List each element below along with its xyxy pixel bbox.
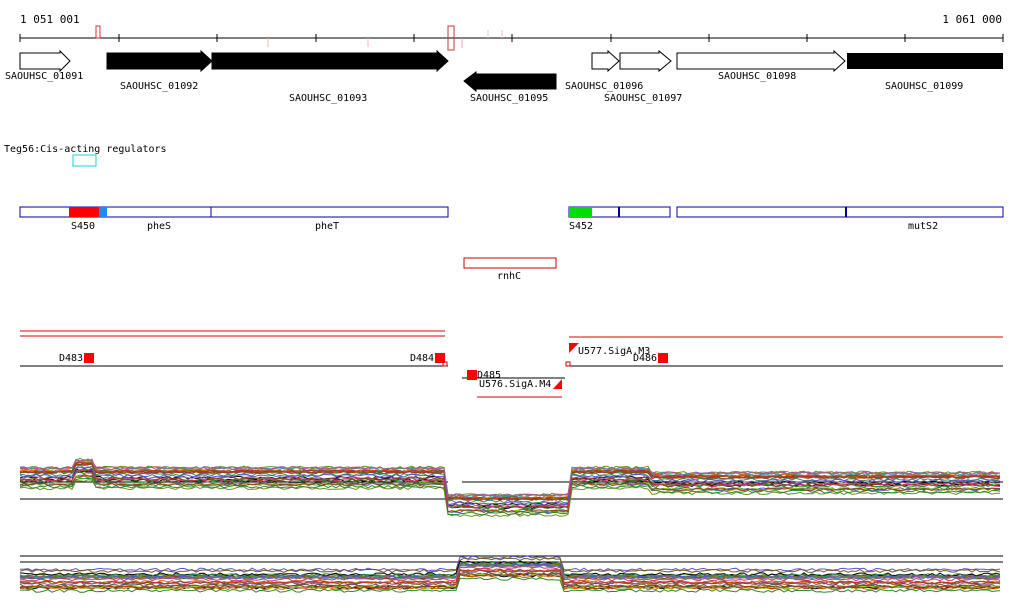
segment-s450-edge: [99, 207, 107, 217]
segment-s452-fill[interactable]: [569, 207, 592, 217]
gene-arrow-01096[interactable]: [591, 49, 620, 73]
segment-label-phet: pheT: [315, 221, 339, 232]
segment-label-muts2: mutS2: [908, 221, 938, 232]
gene-label-01099: SAOUHSC_01099: [885, 81, 963, 92]
gene-label-01093: SAOUHSC_01093: [289, 93, 367, 104]
gene-arrow-01091[interactable]: [19, 49, 71, 73]
ruler-end-label: 1 061 000: [942, 13, 1002, 26]
rnh-label: rnhC: [497, 271, 521, 282]
promoter-u577-flag[interactable]: [569, 343, 579, 353]
reverse-expression-trace: [19, 573, 1001, 590]
forward-expression-trace: [19, 458, 1001, 498]
forward-expression-trace: [19, 466, 1001, 505]
forward-expression-trace: [19, 479, 1000, 518]
gene-arrow-01098[interactable]: [676, 49, 846, 73]
segment-label-s450: S450: [71, 221, 95, 232]
gene-arrow-01092[interactable]: [106, 49, 213, 73]
promoter-d483-label: D483: [59, 353, 83, 364]
gene-label-01096: SAOUHSC_01096: [565, 81, 643, 92]
coordinate-ruler: 1 051 001 1 061 000: [19, 13, 1004, 51]
reverse-expression-trace: [19, 568, 1001, 585]
regulator-box[interactable]: [72, 154, 97, 167]
segment-bar-right[interactable]: [676, 206, 1004, 218]
gene-arrow-01097[interactable]: [619, 49, 672, 73]
reverse-expression-trace: [19, 576, 1001, 593]
gene-label-01098: SAOUHSC_01098: [718, 71, 796, 82]
promoter-u576-flag[interactable]: [553, 379, 562, 389]
promoter-d485-label: D485: [477, 370, 501, 381]
gene-label-01092: SAOUHSC_01092: [120, 81, 198, 92]
promoter-u577-tick: [565, 361, 571, 367]
ruler-ticks: [19, 34, 1004, 42]
promoter-u577-label: U577.SigA.M3: [578, 346, 650, 357]
reverse-expression-trace: [19, 567, 1001, 585]
promoter-d486-label: D486: [633, 353, 657, 364]
gene-track: SAOUHSC_01091 SAOUHSC_01092 SAOUHSC_0109…: [5, 49, 1003, 104]
forward-expression-trace: [19, 461, 1001, 501]
gene-arrow-01095[interactable]: [463, 71, 557, 93]
promoter-u576-label: U576.SigA.M4: [479, 379, 551, 390]
reverse-expression-trace: [19, 572, 1001, 589]
forward-expression-trace: [19, 469, 1000, 510]
expression-track-forward: [19, 457, 1003, 518]
promoter-d484-box[interactable]: [435, 353, 445, 363]
gene-arrow-01099[interactable]: [847, 53, 1003, 69]
reverse-expression-trace: [19, 557, 1001, 573]
expression-track-reverse: [19, 555, 1003, 593]
promoter-d484-label: D484: [410, 353, 434, 364]
forward-expression-trace: [19, 467, 1001, 508]
regulator-track: Teg56:Cis-acting regulators: [4, 144, 167, 167]
regulator-label: Teg56:Cis-acting regulators: [4, 144, 167, 155]
promoter-track: D483 D484 D485 U576.SigA.M4 U577.SigA.M3…: [20, 330, 1003, 398]
gene-label-01091: SAOUHSC_01091: [5, 71, 83, 82]
ruler-start-label: 1 051 001: [20, 13, 80, 26]
forward-expression-trace: [19, 477, 1001, 516]
segment-s450-fill[interactable]: [69, 207, 99, 217]
promoter-d485-box[interactable]: [467, 370, 477, 380]
rnh-box[interactable]: [463, 257, 557, 269]
gene-label-01095: SAOUHSC_01095: [470, 93, 548, 104]
reverse-expression-trace: [19, 563, 1001, 580]
transcript-track: S450 pheS pheT S452 mutS2: [19, 206, 1004, 232]
promoter-d484-tick: [442, 361, 448, 367]
ruler-feature-marks: [95, 25, 503, 51]
segment-label-phes: pheS: [147, 221, 171, 232]
gene-arrow-01093[interactable]: [211, 49, 449, 73]
forward-expression-trace: [19, 475, 1001, 514]
promoter-d486-box[interactable]: [658, 353, 668, 363]
reverse-expression-trace: [19, 561, 1001, 578]
gene-label-01097: SAOUHSC_01097: [604, 93, 682, 104]
rnh-track: rnhC: [463, 257, 557, 282]
promoter-d483-box[interactable]: [84, 353, 94, 363]
segment-label-s452: S452: [569, 221, 593, 232]
segment-bar-left[interactable]: [19, 206, 449, 218]
forward-expression-trace: [19, 457, 1001, 497]
